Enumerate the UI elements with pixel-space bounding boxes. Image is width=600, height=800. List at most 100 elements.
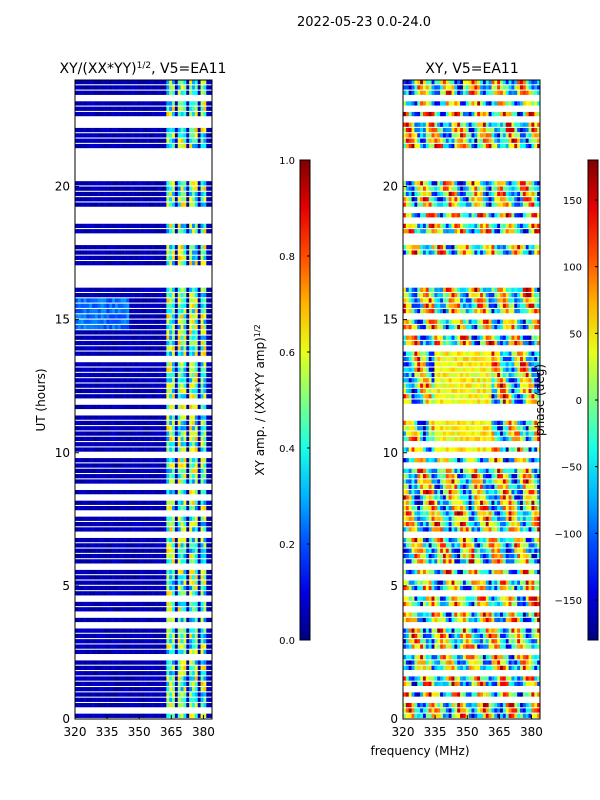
heatmap-cell (94, 617, 99, 623)
heatmap-cell (129, 293, 133, 298)
heatmap-cell (97, 340, 101, 346)
heatmap-cell (192, 80, 196, 85)
heatmap-cell (180, 367, 184, 372)
heatmap-cell (132, 585, 136, 591)
heatmap-cell (109, 186, 113, 191)
heatmap-cell (120, 671, 124, 676)
heatmap-cell (186, 617, 190, 623)
heatmap-cell (494, 644, 498, 649)
heatmap-cell (94, 607, 99, 612)
heatmap-cell (200, 101, 204, 106)
heatmap-cell (86, 553, 90, 559)
heatmap-cell (112, 500, 116, 505)
heatmap-cell (137, 293, 141, 298)
heatmap-cell (140, 143, 144, 149)
heatmap-cell (86, 197, 90, 202)
heatmap-cell (209, 202, 213, 207)
heatmap-cell (132, 713, 136, 718)
heatmap-cell (97, 319, 101, 324)
heatmap-cell (140, 703, 144, 708)
heatmap-cell (408, 633, 412, 639)
heatmap-cell (97, 431, 101, 436)
heatmap-cell (177, 713, 181, 718)
heatmap-cell (465, 644, 469, 649)
heatmap-cell (477, 692, 481, 697)
heatmap-cell (123, 559, 127, 564)
heatmap-cell (152, 628, 156, 633)
heatmap-cell (77, 80, 81, 85)
heatmap-cell (152, 644, 156, 649)
heatmap-cell (189, 319, 193, 324)
heatmap-cell (508, 681, 512, 686)
heatmap-cell (146, 85, 150, 90)
heatmap-cell (169, 431, 173, 436)
heatmap-cell (112, 681, 116, 686)
heatmap-cell (462, 713, 467, 718)
heatmap-cell (83, 458, 87, 463)
heatmap-cell (414, 601, 418, 607)
heatmap-cell (163, 319, 167, 324)
heatmap-cell (471, 644, 475, 649)
heatmap-cell (97, 479, 101, 484)
heatmap-cell (422, 633, 427, 639)
heatmap-cell (200, 372, 204, 378)
heatmap-cell (500, 633, 504, 639)
heatmap-cell (114, 703, 119, 708)
heatmap-cell (194, 639, 199, 644)
heatmap-cell (100, 447, 104, 452)
heatmap-cell (471, 612, 475, 617)
heatmap-cell (97, 372, 101, 378)
heatmap-cell (505, 660, 509, 665)
heatmap-cell (114, 229, 119, 234)
heatmap-cell (169, 351, 173, 356)
heatmap-cell (206, 191, 210, 197)
heatmap-cell (189, 426, 193, 431)
heatmap-cell (154, 687, 159, 692)
heatmap-cell (180, 713, 184, 718)
heatmap-cell (169, 346, 173, 351)
heatmap-cell (117, 601, 121, 607)
heatmap-cell (129, 671, 133, 676)
heatmap-cell (146, 665, 150, 671)
heatmap-cell (75, 202, 79, 207)
heatmap-cell (149, 442, 153, 447)
heatmap-cell (194, 436, 199, 442)
heatmap-cell (83, 447, 87, 452)
heatmap-cell (146, 474, 150, 479)
heatmap-cell (117, 367, 121, 372)
heatmap-cell (109, 697, 113, 702)
heatmap-cell (103, 431, 107, 436)
heatmap-cell (152, 255, 156, 260)
heatmap-cell (157, 500, 161, 505)
heatmap-cell (75, 80, 79, 85)
heatmap-cell (203, 330, 207, 335)
heatmap-cell (94, 101, 99, 106)
heatmap-cell (112, 426, 116, 431)
heatmap-cell (177, 527, 181, 532)
heatmap-cell (197, 101, 201, 106)
heatmap-cell (494, 713, 498, 718)
heatmap-cell (154, 303, 159, 308)
heatmap-cell (106, 687, 110, 692)
heatmap-cell (194, 287, 199, 292)
heatmap-cell (97, 223, 101, 229)
heatmap-cell (126, 697, 130, 702)
heatmap-cell (120, 692, 124, 697)
heatmap-cell (514, 708, 518, 713)
heatmap-cell (80, 298, 84, 303)
heatmap-cell (203, 585, 207, 591)
heatmap-cell (482, 660, 487, 665)
heatmap-cell (154, 575, 159, 580)
heatmap-cell (75, 415, 79, 420)
heatmap-cell (497, 644, 501, 649)
heatmap-cell (200, 548, 204, 553)
heatmap-cell (169, 287, 173, 292)
heatmap-cell (183, 255, 187, 260)
heatmap-cell (140, 601, 144, 607)
heatmap-cell (468, 708, 472, 713)
heatmap-cell (132, 335, 136, 340)
heatmap-cell (514, 644, 518, 649)
heatmap-cell (94, 687, 99, 692)
heatmap-cell (157, 362, 161, 367)
heatmap-cell (83, 713, 87, 718)
